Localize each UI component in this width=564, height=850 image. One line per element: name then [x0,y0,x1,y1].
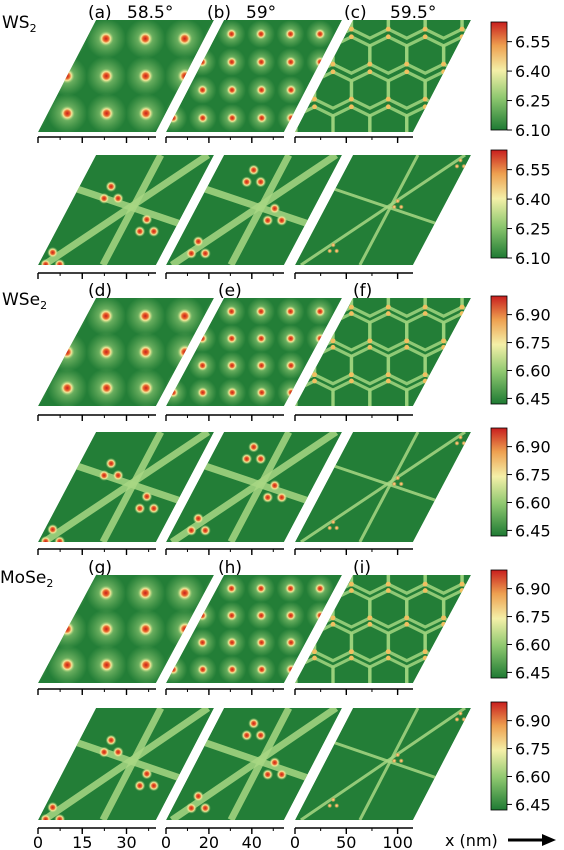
colorbar-2: 6.55 6.40 6.25 6.10 [490,149,551,268]
x-tick-label: 0 [290,833,300,850]
colorbar-tick-label: 6.25 [515,92,551,111]
x-tick-label: 20 [199,833,219,850]
colorbars: 6.55 6.40 6.25 6.10 6.55 6.40 6.25 6.10 6.90 6.75… [490,21,551,814]
colorbar-tick-label: 6.55 [515,33,551,52]
colorbar-6: 6.90 6.75 6.60 6.45 [490,701,551,814]
colorbar-tick-label: 6.40 [515,62,551,81]
colorbar-tick-label: 6.75 [515,740,551,759]
panel-label-e: (e) [218,281,242,301]
moire-maps [38,20,471,820]
colorbar-tick-label: 6.60 [515,361,551,380]
panel-label-a: (a) [88,3,112,23]
x-axis-label: x (nm) [445,831,498,850]
panel-label-b: (b) [207,3,231,23]
colorbar-tick-label: 6.60 [515,493,551,512]
angle-label-2: 59° [246,3,276,23]
x-tick-label: 100 [382,833,413,850]
x-axis-row4-col0 [37,688,156,695]
colorbar-tick-label: 6.60 [515,635,551,654]
colorbar-4: 6.90 6.75 6.60 6.45 [490,427,551,540]
x-axis-row2-col1 [165,414,284,421]
moire-panel [38,155,214,265]
colorbar-tick-label: 6.60 [515,767,551,786]
colorbar-tick-label: 6.10 [515,121,551,140]
x-tick-label: 0 [33,833,43,850]
x-axis-arrow [508,834,556,846]
x-axis-row1-col2 [294,272,413,279]
x-axis-row4-col1 [165,688,284,695]
moire-panel [166,708,342,820]
panel-label-h: (h) [218,558,242,578]
colorbar-tick-label: 6.75 [515,608,551,627]
x-axis-row0-col1 [165,136,284,143]
material-label-ws2: WS2 [2,13,37,35]
colorbar-tick-label: 6.45 [515,521,551,540]
colorbar-5: 6.90 6.75 6.60 6.45 [490,569,551,682]
colorbar-tick-label: 6.45 [515,389,551,408]
panel-label-i: (i) [353,558,371,578]
x-axis-row1-col1 [165,272,284,279]
x-axis-row2-col0 [37,414,156,421]
x-axes: 0 15 30 0 20 40 0 50 100 [33,136,413,850]
angle-label-1: 58.5° [127,3,173,23]
panel-label-f: (f) [353,281,372,301]
colorbar-tick-label: 6.10 [515,249,551,268]
colorbar-tick-label: 6.55 [515,161,551,180]
x-tick-label: 50 [336,833,356,850]
colorbar-tick-label: 6.90 [515,438,551,457]
x-tick-label: 40 [242,833,262,850]
moire-panel [295,708,471,820]
moire-panel [295,155,471,265]
colorbar-tick-label: 6.90 [515,712,551,731]
colorbar-tick-label: 6.75 [515,334,551,353]
moire-panel [295,432,471,542]
colorbar-tick-label: 6.45 [515,795,551,814]
colorbar-1: 6.55 6.40 6.25 6.10 [490,21,551,140]
x-axis-row3-col1 [165,548,284,555]
panel-label-c: (c) [344,3,367,23]
colorbar-3: 6.90 6.75 6.60 6.45 [490,295,551,408]
moire-panel [166,432,342,542]
colorbar-tick-label: 6.45 [515,663,551,682]
colorbar-tick-label: 6.90 [515,306,551,325]
x-tick-label: 0 [161,833,171,850]
x-axis-row3-col0 [37,548,156,555]
panel-label-d: (d) [88,281,112,301]
x-tick-label: 30 [116,833,136,850]
x-axis-row3-col2 [294,548,413,555]
panel-label-g: (g) [88,558,112,578]
material-label-mose2: MoSe2 [0,568,53,590]
moire-panel [38,432,214,542]
x-axis-row2-col2 [294,414,413,421]
material-label-wse2: WSe2 [2,290,47,312]
colorbar-tick-label: 6.90 [515,580,551,599]
x-axis-row5-col0: 0 15 30 [33,827,156,850]
x-axis-row1-col0 [37,272,156,279]
angle-label-3: 59.5° [390,3,436,23]
x-axis-row5-col2: 0 50 100 [290,827,413,850]
x-axis-row4-col2 [294,688,413,695]
colorbar-tick-label: 6.75 [515,466,551,485]
x-tick-label: 15 [72,833,92,850]
x-axis-row0-col2 [294,136,413,143]
colorbar-tick-label: 6.25 [515,220,551,239]
moire-panel [38,708,214,820]
x-axis-row5-col1: 0 20 40 [161,827,284,850]
x-axis-row0-col0 [37,136,156,143]
colorbar-tick-label: 6.40 [515,190,551,209]
moire-panel [166,155,342,265]
